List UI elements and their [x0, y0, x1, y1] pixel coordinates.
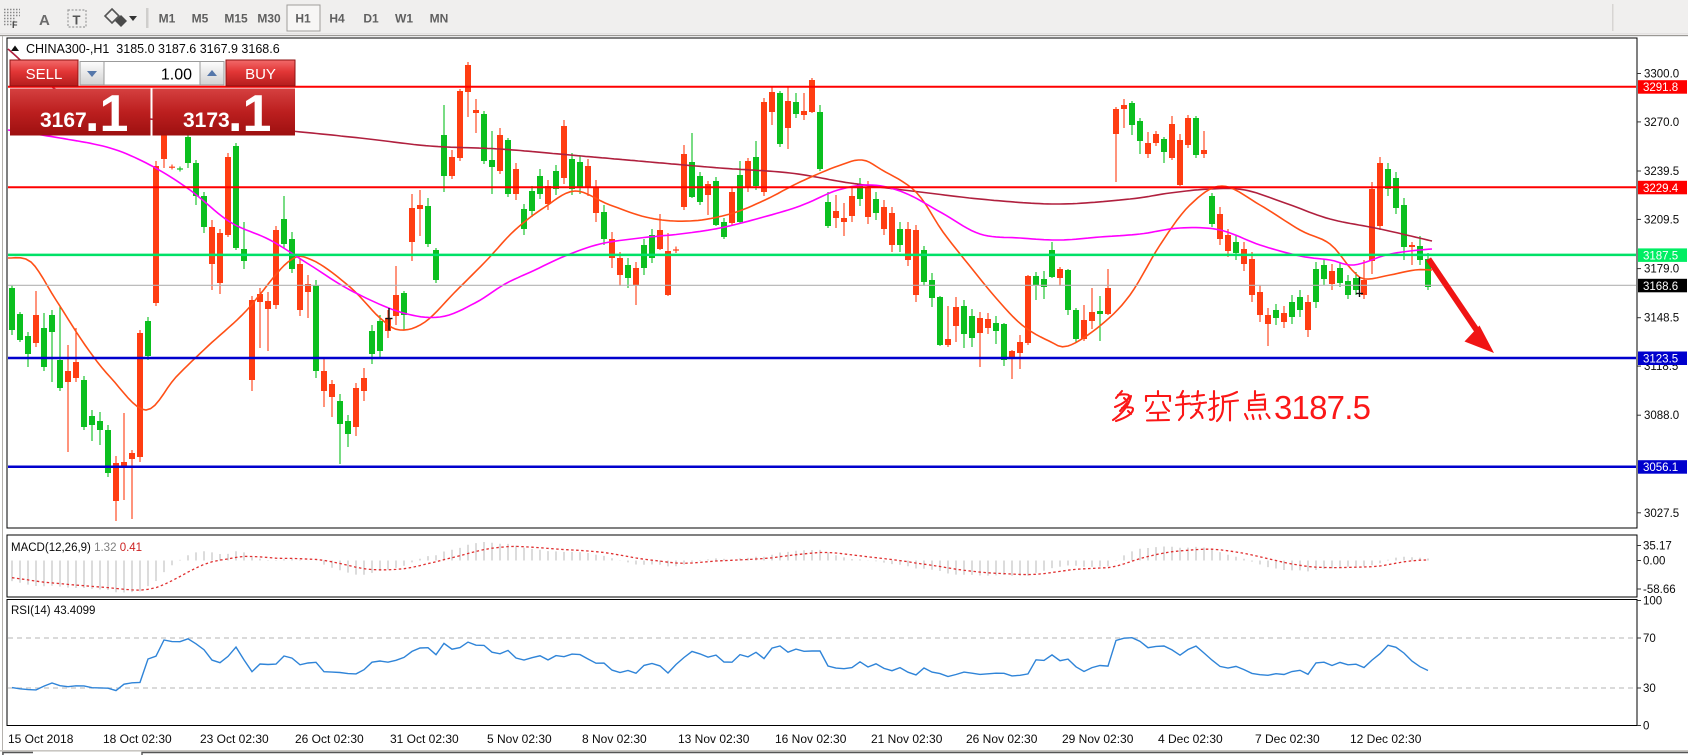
svg-text:3056.1: 3056.1	[1643, 462, 1678, 474]
svg-text:F: F	[12, 20, 18, 30]
svg-text:5 Nov 02:30: 5 Nov 02:30	[487, 732, 552, 746]
svg-text:M5: M5	[192, 12, 209, 26]
svg-text:3187.5: 3187.5	[1274, 389, 1370, 426]
svg-text:H1: H1	[295, 12, 311, 26]
svg-text:M15: M15	[224, 12, 248, 26]
svg-text:0.00: 0.00	[1643, 556, 1665, 568]
svg-text:T: T	[73, 13, 81, 28]
svg-text:3088.0: 3088.0	[1644, 410, 1679, 422]
svg-text:3239.5: 3239.5	[1644, 166, 1679, 178]
svg-text:13 Nov 02:30: 13 Nov 02:30	[678, 732, 750, 746]
svg-text:MN: MN	[430, 12, 449, 26]
svg-text:H4: H4	[329, 12, 345, 26]
svg-text:3229.4: 3229.4	[1643, 183, 1679, 195]
svg-text:-58.66: -58.66	[1643, 584, 1676, 596]
svg-text:21 Nov 02:30: 21 Nov 02:30	[871, 732, 943, 746]
svg-text:3123.5: 3123.5	[1643, 354, 1678, 366]
svg-text:3187.5: 3187.5	[1643, 250, 1678, 262]
svg-text:0: 0	[1643, 721, 1649, 733]
svg-text:31 Oct 02:30: 31 Oct 02:30	[390, 732, 459, 746]
svg-text:23 Oct 02:30: 23 Oct 02:30	[200, 732, 269, 746]
svg-text:18 Oct 02:30: 18 Oct 02:30	[103, 732, 172, 746]
svg-text:M30: M30	[257, 12, 281, 26]
svg-text:D1: D1	[363, 12, 379, 26]
svg-text:35.17: 35.17	[1643, 541, 1672, 553]
svg-text:3148.5: 3148.5	[1644, 313, 1679, 325]
svg-text:100: 100	[1643, 596, 1662, 608]
svg-text:12 Dec 02:30: 12 Dec 02:30	[1350, 732, 1422, 746]
svg-text:3270.0: 3270.0	[1644, 117, 1679, 129]
svg-text:26 Oct 02:30: 26 Oct 02:30	[295, 732, 364, 746]
svg-text:3173: 3173	[183, 109, 230, 132]
svg-text:70: 70	[1643, 633, 1656, 645]
svg-text:RSI(14) 43.4099: RSI(14) 43.4099	[11, 605, 95, 617]
svg-text:3168.6: 3168.6	[1643, 281, 1678, 293]
svg-text:.1: .1	[85, 85, 128, 143]
svg-text:4 Dec 02:30: 4 Dec 02:30	[1158, 732, 1223, 746]
svg-text:W1: W1	[395, 12, 413, 26]
svg-text:26 Nov 02:30: 26 Nov 02:30	[966, 732, 1038, 746]
svg-text:A: A	[39, 12, 50, 29]
svg-text:29 Nov 02:30: 29 Nov 02:30	[1062, 732, 1134, 746]
svg-text:.1: .1	[228, 85, 271, 143]
svg-text:30: 30	[1643, 683, 1656, 695]
svg-text:3167: 3167	[40, 109, 87, 132]
svg-text:3291.8: 3291.8	[1643, 82, 1678, 94]
svg-text:3027.5: 3027.5	[1644, 508, 1679, 520]
svg-text:8 Nov 02:30: 8 Nov 02:30	[582, 732, 647, 746]
svg-text:3179.0: 3179.0	[1644, 264, 1679, 276]
svg-text:1.00: 1.00	[161, 67, 192, 84]
svg-text:BUY: BUY	[245, 66, 276, 83]
svg-text:16 Nov 02:30: 16 Nov 02:30	[775, 732, 847, 746]
svg-text:MACD(12,26,9) 1.32 0.41: MACD(12,26,9) 1.32 0.41	[11, 542, 142, 554]
svg-text:3209.5: 3209.5	[1644, 214, 1679, 226]
svg-text:CHINA300-,H1 3185.0 3187.6 31: CHINA300-,H1 3185.0 3187.6 3167.9 3168.6	[26, 42, 280, 56]
svg-text:7 Dec 02:30: 7 Dec 02:30	[1255, 732, 1320, 746]
svg-text:15 Oct 2018: 15 Oct 2018	[8, 732, 74, 746]
svg-text:M1: M1	[159, 12, 176, 26]
svg-text:3300.0: 3300.0	[1644, 69, 1679, 81]
svg-text:SELL: SELL	[26, 66, 63, 83]
